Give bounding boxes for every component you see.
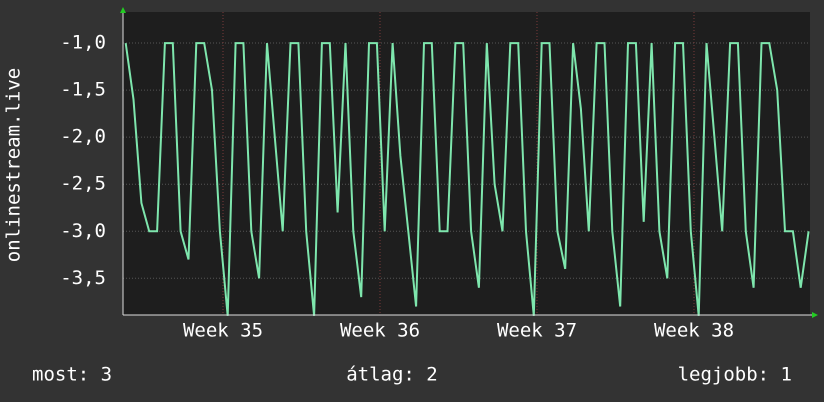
plot-area: [123, 12, 810, 315]
x-tick-label: Week 37: [497, 320, 577, 342]
y-tick-label: -1,5: [60, 79, 106, 101]
x-axis-arrow: [812, 312, 818, 318]
x-tick-label: Week 36: [340, 320, 420, 342]
y-tick-label: -2,5: [60, 173, 106, 195]
x-tick-label: Week 38: [654, 320, 734, 342]
x-tick-label: Week 35: [183, 320, 263, 342]
footer-current: most: 3: [32, 364, 112, 386]
y-tick-label: -2,0: [60, 126, 106, 148]
y-tick-label: -3,0: [60, 220, 106, 242]
footer-best: legjobb: 1: [678, 364, 792, 386]
y-axis-arrow: [120, 7, 126, 13]
y-axis-label: onlinestream.live: [3, 68, 25, 262]
footer-average: átlag: 2: [346, 364, 438, 386]
y-tick-label: -3,5: [60, 267, 106, 289]
y-tick-label: -1,0: [60, 32, 106, 54]
data-line: [124, 42, 810, 316]
marks: [124, 42, 810, 316]
